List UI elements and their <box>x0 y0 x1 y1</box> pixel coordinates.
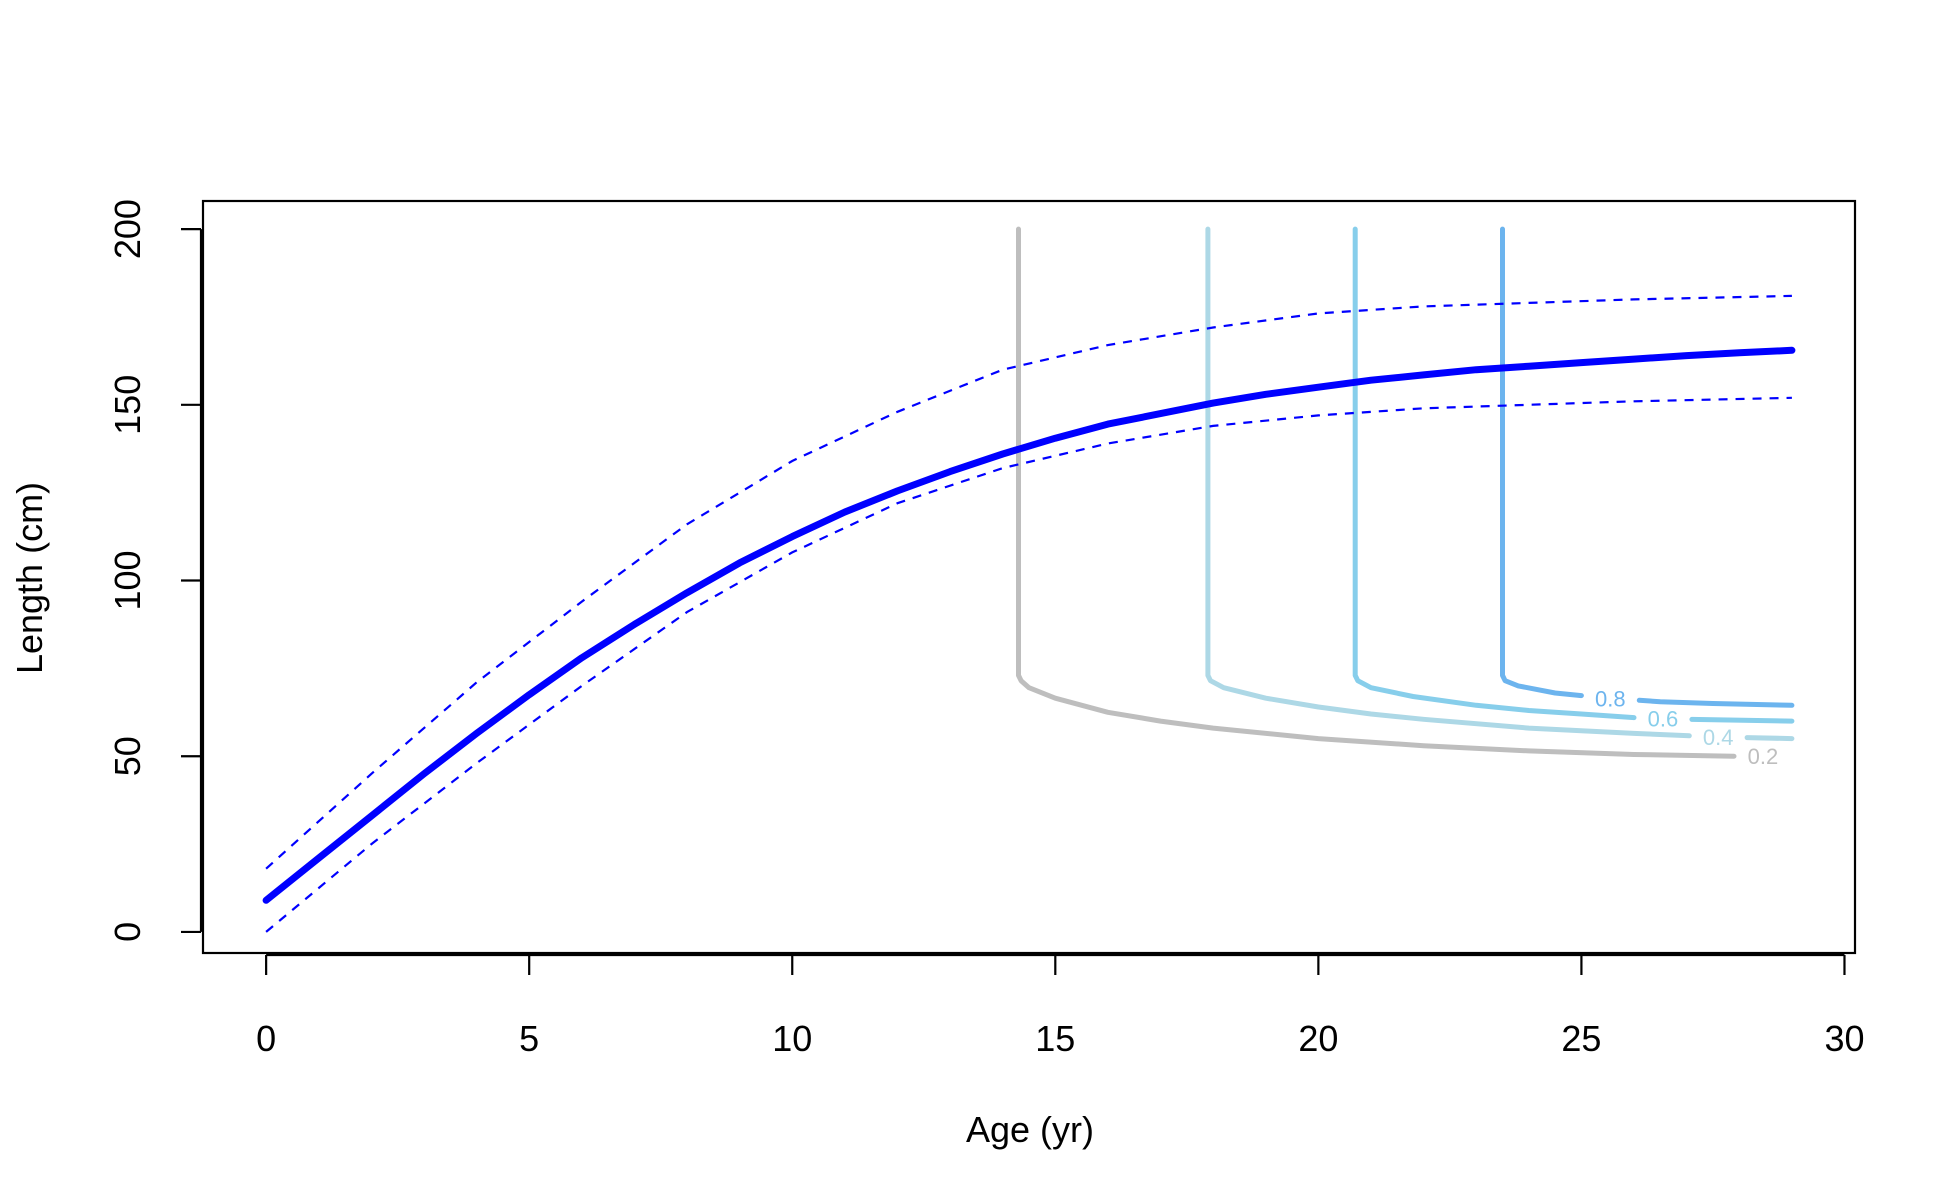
y-tick-label: 200 <box>107 199 148 259</box>
x-axis-title: Age (yr) <box>966 1109 1094 1150</box>
growth-curve-line <box>262 346 1796 904</box>
x-tick-label: 5 <box>519 1018 539 1059</box>
contour-label: 0.2 <box>1748 744 1779 769</box>
x-tick-label: 30 <box>1824 1018 1864 1059</box>
y-axis-title: Length (cm) <box>9 482 50 674</box>
y-axis: 0 50 100 150 200 <box>107 199 203 942</box>
contour-line-0-6-end <box>1689 716 1795 724</box>
lower-band-line <box>265 396 1792 933</box>
series-layer: 0.2 0.4 0.6 0.8 <box>262 226 1796 933</box>
plot-frame <box>201 199 1857 955</box>
x-tick-label: 15 <box>1035 1018 1075 1059</box>
contour-line-0-8 <box>1500 226 1584 699</box>
x-tick-label: 0 <box>256 1018 276 1059</box>
contour-label: 0.8 <box>1595 686 1626 711</box>
y-tick-label: 0 <box>107 922 148 942</box>
contour-line-0-8-end <box>1636 697 1795 708</box>
y-tick-label: 150 <box>107 375 148 435</box>
y-tick-label: 50 <box>107 736 148 776</box>
contour-line-0-4-end <box>1744 735 1795 742</box>
x-tick-label: 25 <box>1561 1018 1601 1059</box>
upper-band-line <box>265 294 1792 870</box>
contour-label: 0.4 <box>1703 725 1734 750</box>
contour-label: 0.6 <box>1648 707 1679 732</box>
y-tick-label: 100 <box>107 550 148 610</box>
contour-line-0-2 <box>1016 226 1737 759</box>
contour-line-0-4 <box>1205 226 1692 739</box>
x-tick-label: 10 <box>772 1018 812 1059</box>
x-axis: 0 5 10 15 20 25 30 <box>256 953 1865 1059</box>
x-tick-label: 20 <box>1298 1018 1338 1059</box>
contour-line-0-6 <box>1352 226 1637 721</box>
